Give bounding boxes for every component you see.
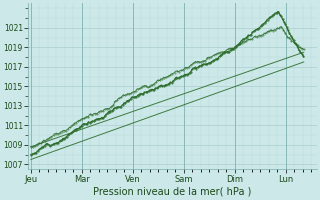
X-axis label: Pression niveau de la mer( hPa ): Pression niveau de la mer( hPa ) [93, 187, 252, 197]
